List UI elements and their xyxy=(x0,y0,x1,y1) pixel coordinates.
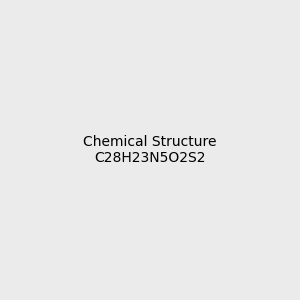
Text: Chemical Structure
C28H23N5O2S2: Chemical Structure C28H23N5O2S2 xyxy=(83,135,217,165)
